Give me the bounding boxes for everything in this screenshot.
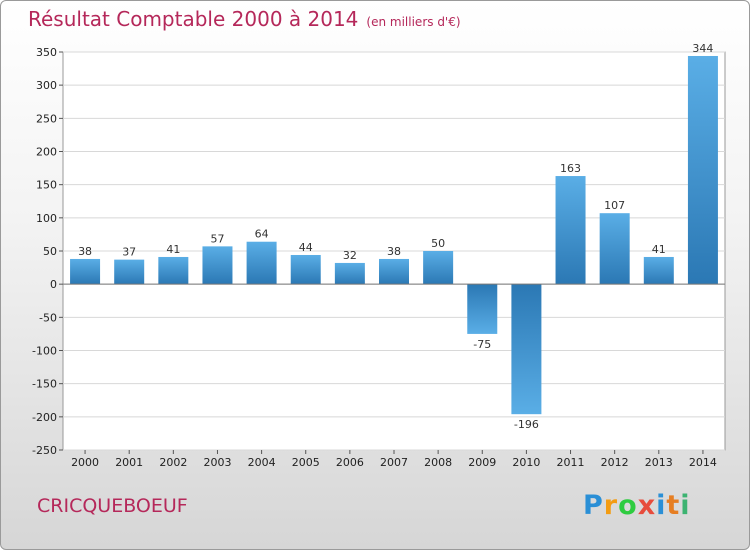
- bar-value-label: -75: [473, 338, 491, 351]
- logo-letter: P: [583, 490, 604, 521]
- x-tick-label: 2013: [645, 456, 673, 469]
- bar-value-label: 41: [652, 243, 666, 256]
- bar-value-label: 107: [604, 199, 625, 212]
- y-axis: 350 300 250 200 150 100 50 0 -50 -100 -150 -200 -250: [32, 46, 63, 457]
- x-tick-label: 2005: [292, 456, 320, 469]
- bar: [467, 284, 498, 334]
- bar-value-label: 32: [343, 249, 357, 262]
- y-tick-label: -100: [32, 345, 57, 358]
- bar-value-label: -196: [514, 418, 539, 431]
- bars: 38 37 41 57 64 44 32 38 50 -75 -196 163 107 41 344: [63, 42, 725, 431]
- logo-letter: i: [656, 490, 667, 521]
- bar-value-label: 38: [387, 245, 401, 258]
- x-tick-label: 2008: [424, 456, 452, 469]
- bar: [114, 259, 145, 285]
- x-tick-label: 2003: [203, 456, 231, 469]
- y-tick-label: 150: [36, 179, 57, 192]
- bar-value-label: 163: [560, 162, 581, 175]
- x-tick-label: 2009: [468, 456, 496, 469]
- bar-value-label: 37: [122, 246, 136, 259]
- y-tick-label: -50: [39, 311, 57, 324]
- x-axis: 2000 2001 2002 2003 2004 2005 2006 2007 2008 2009…: [71, 450, 717, 469]
- y-tick-label: 350: [36, 46, 57, 59]
- y-tick-label: -150: [32, 378, 57, 391]
- y-tick-label: 0: [50, 278, 57, 291]
- commune-name: CRICQUEBOEUF: [37, 495, 188, 517]
- y-tick-label: -250: [32, 444, 57, 457]
- bar-value-label: 38: [78, 245, 92, 258]
- x-tick-label: 2006: [336, 456, 364, 469]
- bar: [334, 262, 365, 285]
- logo-letter: r: [603, 490, 619, 521]
- bar: [379, 258, 409, 285]
- chart-subtitle: (en milliers d'€): [366, 15, 461, 29]
- bar-value-label: 44: [299, 241, 313, 254]
- y-tick-label: 50: [43, 245, 57, 258]
- bar: [290, 254, 321, 285]
- x-tick-label: 2002: [159, 456, 187, 469]
- bar: [643, 256, 674, 285]
- bar-value-label: 50: [431, 237, 445, 250]
- bar: [423, 251, 454, 285]
- bar: [511, 284, 542, 415]
- x-tick-label: 2007: [380, 456, 408, 469]
- bar-value-label: 57: [210, 232, 224, 245]
- bar: [555, 176, 586, 285]
- logo-letter: x: [637, 490, 657, 521]
- bar-value-label: 41: [166, 243, 180, 256]
- bar: [158, 256, 189, 285]
- chart-title-text: Résultat Comptable 2000 à 2014: [28, 7, 359, 31]
- bar: [599, 213, 630, 285]
- x-tick-label: 2010: [512, 456, 540, 469]
- chart-title: Résultat Comptable 2000 à 2014 (en millie…: [28, 7, 461, 31]
- x-tick-label: 2014: [689, 456, 717, 469]
- proxiti-logo: Proxiti: [583, 490, 691, 521]
- y-tick-label: -200: [32, 411, 57, 424]
- bar: [70, 258, 101, 285]
- x-tick-label: 2001: [115, 456, 143, 469]
- bar-value-label: 344: [692, 42, 713, 55]
- logo-letter: t: [666, 490, 681, 521]
- y-tick-label: 300: [36, 79, 57, 92]
- bar: [246, 241, 277, 285]
- y-tick-label: 100: [36, 212, 57, 225]
- x-tick-label: 2004: [248, 456, 276, 469]
- logo-letter: o: [618, 490, 638, 521]
- x-tick-label: 2000: [71, 456, 99, 469]
- x-tick-label: 2011: [557, 456, 585, 469]
- y-tick-label: 250: [36, 112, 57, 125]
- y-tick-label: 200: [36, 146, 57, 159]
- bar: [687, 55, 718, 285]
- logo-letter: i: [680, 490, 691, 521]
- bar-value-label: 64: [255, 228, 269, 241]
- x-tick-label: 2012: [601, 456, 629, 469]
- bar: [202, 246, 233, 285]
